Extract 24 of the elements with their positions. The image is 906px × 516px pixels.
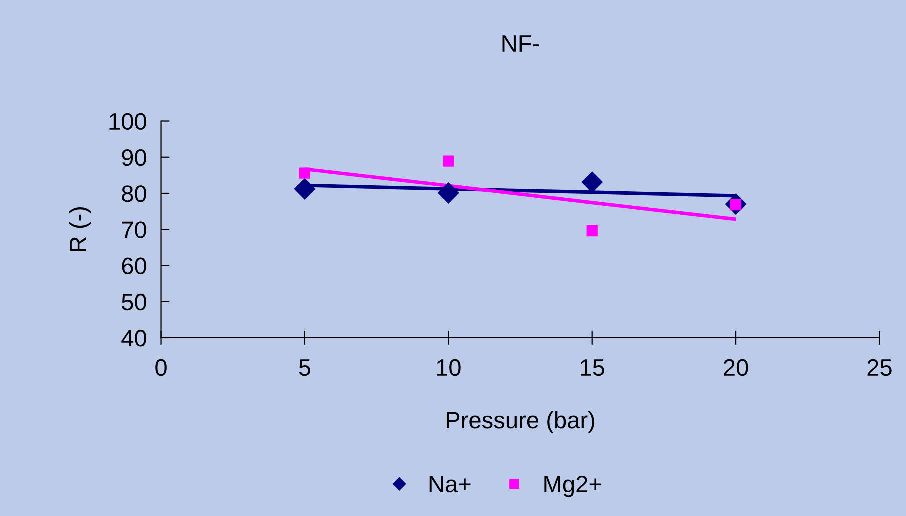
point xyxy=(294,178,316,200)
x-tick-label: 0 xyxy=(156,359,167,376)
y-tick-label: 80 xyxy=(122,186,146,202)
legend-label: Mg2+ xyxy=(544,476,602,498)
y-tick-label: 50 xyxy=(122,294,146,311)
x-tick-label: 5 xyxy=(299,360,311,376)
x-tick-label: 25 xyxy=(868,359,892,376)
y-tick-label: 90 xyxy=(122,149,146,166)
x-tick-label: 20 xyxy=(724,359,748,376)
x-tick-label: 15 xyxy=(581,360,604,376)
point xyxy=(438,182,460,204)
point xyxy=(586,226,598,237)
y-tick-label: 70 xyxy=(122,222,146,238)
y-axis-title: R (-) xyxy=(69,207,92,252)
y-tick-label: 100 xyxy=(110,113,146,130)
legend-label: Na+ xyxy=(430,476,471,493)
point xyxy=(443,156,454,167)
y-tick-label: 60 xyxy=(122,258,146,275)
point xyxy=(582,172,603,193)
chart-title: NF- xyxy=(502,36,540,52)
y-tick-label: 40 xyxy=(122,330,146,347)
x-tick-label: 10 xyxy=(437,359,461,376)
x-axis-title: Pressure (bar) xyxy=(446,411,594,434)
point xyxy=(299,168,311,179)
